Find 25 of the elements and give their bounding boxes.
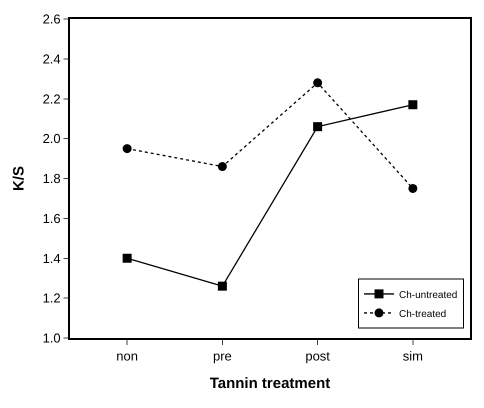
point — [122, 254, 132, 263]
legend-label: Ch-untreated — [399, 290, 458, 301]
x-tick-label: non — [116, 348, 138, 364]
point — [218, 282, 227, 291]
legend-label: Ch-treated — [399, 308, 446, 320]
y-tick-label: 1.6 — [42, 210, 61, 226]
y-tick-label: 1.4 — [42, 250, 61, 266]
point — [218, 162, 227, 172]
point — [408, 100, 418, 110]
y-tick-label: 1.2 — [42, 290, 61, 306]
y-tick-label: 2.2 — [42, 91, 61, 106]
x-axis-title: Tannin treatment — [210, 374, 330, 392]
point — [408, 184, 418, 193]
x-tick-label: post — [305, 348, 330, 364]
point — [122, 144, 132, 154]
y-tick-label: 2.6 — [42, 12, 61, 27]
y-tick-label: 2.4 — [42, 51, 61, 66]
x-tick-label: pre — [212, 348, 232, 364]
point — [313, 78, 322, 88]
x-tick-label: sim — [402, 348, 423, 364]
y-tick-label: 1.0 — [42, 330, 61, 346]
y-tick-label: 1.8 — [42, 171, 61, 186]
y-tick-label: 2.0 — [42, 131, 61, 146]
point — [313, 122, 322, 132]
y-axis-title: K/S — [10, 166, 28, 192]
